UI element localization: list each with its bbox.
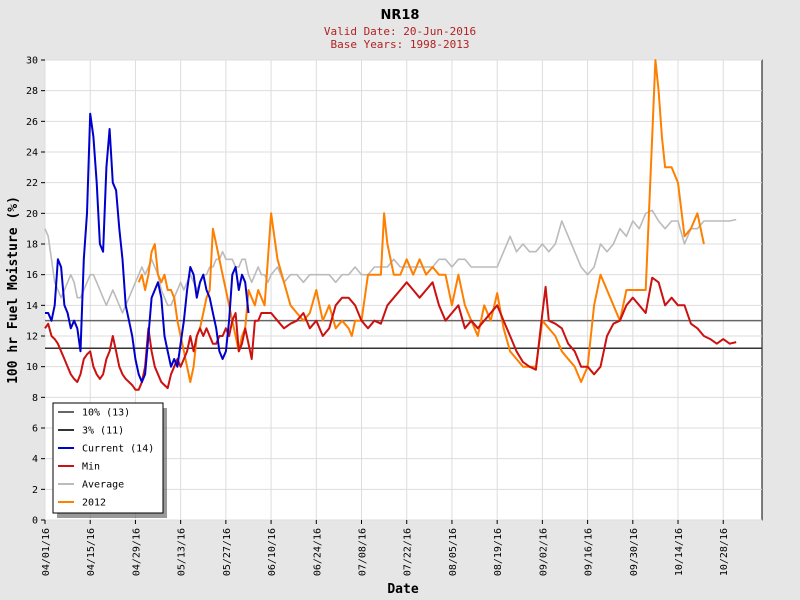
legend: 10% (13) 3% (11) Current (14) Min Average 201… [52, 402, 167, 518]
y-tick-label: 10 [26, 362, 38, 373]
legend-entry: Average [82, 480, 124, 491]
x-axis-title: Date [387, 582, 418, 597]
y-tick-label: 26 [26, 117, 38, 128]
y-tick-label: 16 [26, 270, 38, 281]
legend-entry: 10% (13) [82, 408, 130, 419]
y-tick-label: 28 [26, 86, 38, 97]
x-tick-label: 04/01/16 [41, 528, 52, 576]
x-tick-label: 09/16/16 [584, 528, 595, 576]
chart-title: NR18 [381, 8, 420, 23]
x-tick-label: 05/13/16 [177, 528, 188, 576]
y-tick-label: 30 [26, 56, 38, 67]
x-tick-label: 05/27/16 [222, 528, 233, 576]
y-tick-label: 12 [26, 332, 38, 343]
y-tick-label: 24 [26, 148, 38, 159]
x-tick-label: 08/05/16 [448, 528, 459, 576]
x-axis-ticks: 04/01/16 04/15/16 04/29/16 05/13/16 05/27/16… [41, 520, 730, 576]
x-tick-label: 09/30/16 [629, 528, 640, 576]
series-line [44, 209, 737, 314]
legend-entry: 3% (11) [82, 426, 124, 437]
x-tick-label: 10/28/16 [719, 528, 730, 576]
y-tick-label: 20 [26, 209, 38, 220]
legend-entry: 2012 [82, 498, 106, 509]
x-tick-label: 07/22/16 [403, 528, 414, 576]
y-tick-label: 6 [32, 424, 38, 435]
x-tick-label: 06/24/16 [312, 528, 323, 576]
y-tick-label: 14 [26, 301, 38, 312]
x-tick-label: 04/15/16 [86, 528, 97, 576]
base-years-subtitle: Base Years: 1998-2013 [330, 38, 469, 51]
x-tick-label: 06/10/16 [267, 528, 278, 576]
legend-entry: Current (14) [82, 444, 154, 455]
legend-entry: Min [82, 462, 100, 473]
series-line [45, 112, 250, 383]
y-tick-label: 8 [32, 393, 38, 404]
x-tick-label: 10/14/16 [674, 528, 685, 576]
series-line [44, 276, 737, 391]
y-tick-label: 18 [26, 240, 38, 251]
y-tick-label: 4 [32, 454, 38, 465]
x-tick-label: 07/08/16 [358, 528, 369, 576]
y-tick-label: 0 [32, 516, 38, 527]
y-axis-title: 100 hr Fuel Moisture (%) [6, 196, 21, 384]
series-layer [44, 59, 762, 391]
y-tick-label: 22 [26, 178, 38, 189]
x-tick-label: 09/02/16 [538, 528, 549, 576]
valid-date-subtitle: Valid Date: 20-Jun-2016 [324, 25, 476, 38]
x-tick-label: 08/19/16 [493, 528, 504, 576]
y-tick-label: 2 [32, 485, 38, 496]
legend-box [52, 402, 164, 514]
x-tick-label: 04/29/16 [131, 528, 142, 576]
